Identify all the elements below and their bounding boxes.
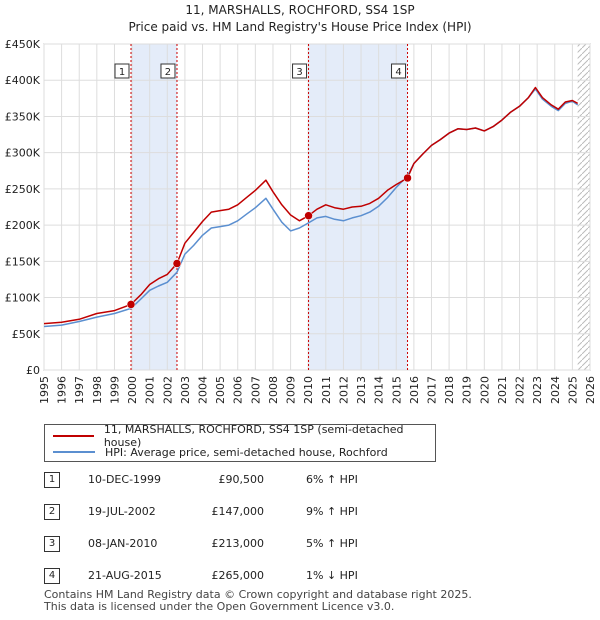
x-tick-label: 1997 <box>73 376 86 404</box>
x-tick-label: 2005 <box>214 376 227 404</box>
sale-hpi-delta: 6% ↑ HPI <box>306 473 358 486</box>
x-tick-label: 2022 <box>514 376 527 404</box>
sale-point <box>304 211 313 220</box>
sale-date: 21-AUG-2015 <box>88 569 162 582</box>
y-tick-label: £150K <box>5 255 41 268</box>
chart-legend: 11, MARSHALLS, ROCHFORD, SS4 1SP (semi-d… <box>44 423 436 462</box>
sale-date: 10-DEC-1999 <box>88 473 162 486</box>
x-tick-label: 1995 <box>38 376 51 404</box>
x-tick-label: 2012 <box>337 376 350 404</box>
sale-hpi-delta: 5% ↑ HPI <box>306 537 358 550</box>
x-tick-label: 2002 <box>161 376 174 404</box>
x-tick-label: 2023 <box>531 376 544 404</box>
sale-number-badge: 4 <box>44 568 60 584</box>
x-tick-label: 2021 <box>496 376 509 404</box>
legend-item-property: 11, MARSHALLS, ROCHFORD, SS4 1SP (semi-d… <box>53 423 435 449</box>
y-tick-label: £0 <box>26 364 40 377</box>
legend-item-hpi: HPI: Average price, semi-detached house,… <box>53 445 388 459</box>
x-tick-label: 1996 <box>56 376 69 404</box>
sale-hpi-delta: 9% ↑ HPI <box>306 505 358 518</box>
x-tick-label: 1998 <box>91 376 104 404</box>
x-tick-label: 2000 <box>126 376 139 404</box>
sale-label-number: 2 <box>165 67 171 78</box>
sale-label-box <box>391 63 407 79</box>
y-tick-label: £350K <box>5 110 41 123</box>
sale-row: 2 19-JUL-2002 £147,000 9% ↑ HPI <box>44 500 444 532</box>
legend-label-property: 11, MARSHALLS, ROCHFORD, SS4 1SP (semi-d… <box>103 423 404 449</box>
sale-row: 3 08-JAN-2010 £213,000 5% ↑ HPI <box>44 532 444 564</box>
sale-number-badge: 1 <box>44 472 60 488</box>
y-tick-label: £400K <box>5 74 41 87</box>
future-hatched-region <box>577 44 590 370</box>
y-tick-label: £450K <box>5 38 41 51</box>
x-tick-label: 2018 <box>443 376 456 404</box>
sale-point <box>172 259 182 268</box>
footer-line-1: Contains HM Land Registry data © Crown c… <box>44 588 472 601</box>
y-tick-label: £300K <box>5 147 41 160</box>
y-tick-label: £250K <box>5 183 41 196</box>
footer-line-2: This data is licensed under the Open Gov… <box>44 600 395 613</box>
footer-attribution: Contains HM Land Registry data © Crown c… <box>44 589 472 613</box>
chart-title: 11, MARSHALLS, ROCHFORD, SS4 1SP <box>185 3 415 17</box>
legend-label-hpi: HPI: Average price, semi-detached house,… <box>105 445 388 459</box>
legend-line-hpi <box>53 451 95 453</box>
x-tick-label: 2011 <box>320 376 333 404</box>
sales-table: 1 10-DEC-1999 £90,500 6% ↑ HPI 2 19-JUL-… <box>44 468 444 596</box>
x-tick-label: 2013 <box>355 376 368 404</box>
sale-row: 1 10-DEC-1999 £90,500 6% ↑ HPI <box>44 468 444 500</box>
price-chart: £0 £50K £100K £150K £200K £250K £300K £350K £400… <box>5 38 597 404</box>
x-tick-label: 2020 <box>478 376 491 404</box>
sale-label-box <box>114 63 130 79</box>
chart-subtitle: Price paid vs. HM Land Registry's House … <box>128 20 472 34</box>
sale-label-box <box>160 63 176 79</box>
x-tick-label: 2026 <box>584 376 597 404</box>
sale-date: 08-JAN-2010 <box>88 537 158 550</box>
sale-price: £147,000 <box>211 505 265 518</box>
sale-number-badge: 3 <box>44 536 60 552</box>
property-price-line <box>43 86 579 325</box>
sale-label-box <box>292 63 308 79</box>
x-tick-label: 2004 <box>197 376 210 404</box>
sale-price: £90,500 <box>218 473 265 486</box>
x-tick-label: 2019 <box>461 376 474 404</box>
x-tick-label: 2017 <box>425 376 438 404</box>
x-tick-label: 2014 <box>373 376 386 404</box>
legend-line-property <box>53 435 94 437</box>
sale-price: £265,000 <box>211 569 265 582</box>
x-tick-label: 2024 <box>549 376 562 404</box>
x-tick-label: 2003 <box>179 376 192 404</box>
x-tick-label: 2015 <box>390 376 403 404</box>
sale-label-number: 4 <box>395 67 401 78</box>
x-tick-label: 2001 <box>144 376 157 404</box>
x-tick-label: 2016 <box>408 376 421 404</box>
x-tick-label: 2008 <box>267 376 280 404</box>
sale-row: 4 21-AUG-2015 £265,000 1% ↓ HPI <box>44 564 444 596</box>
y-tick-label: £50K <box>12 328 41 341</box>
sale-number-badge: 2 <box>44 504 60 520</box>
sale-price: £213,000 <box>211 537 265 550</box>
x-tick-label: 2010 <box>302 376 315 404</box>
x-tick-label: 2006 <box>232 376 245 404</box>
y-tick-label: £100K <box>5 292 41 305</box>
x-tick-label: 2009 <box>285 376 298 404</box>
shaded-ownership-range <box>131 44 177 370</box>
sale-point <box>403 173 412 183</box>
y-tick-label: £200K <box>5 219 41 232</box>
sale-hpi-delta: 1% ↓ HPI <box>306 569 358 582</box>
sale-label-number: 3 <box>296 67 302 78</box>
x-tick-label: 2007 <box>249 376 262 404</box>
x-tick-label: 1999 <box>108 376 121 404</box>
sale-date: 19-JUL-2002 <box>88 505 156 518</box>
x-tick-label: 2025 <box>566 376 579 404</box>
sale-point <box>126 300 136 309</box>
sale-label-number: 1 <box>119 67 125 78</box>
